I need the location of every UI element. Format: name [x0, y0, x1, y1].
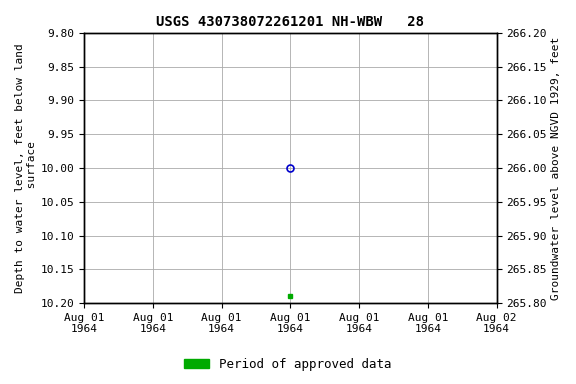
Title: USGS 430738072261201 NH-WBW   28: USGS 430738072261201 NH-WBW 28 [157, 15, 425, 29]
Y-axis label: Groundwater level above NGVD 1929, feet: Groundwater level above NGVD 1929, feet [551, 36, 561, 300]
Y-axis label: Depth to water level, feet below land
 surface: Depth to water level, feet below land su… [15, 43, 37, 293]
Legend: Period of approved data: Period of approved data [179, 353, 397, 376]
